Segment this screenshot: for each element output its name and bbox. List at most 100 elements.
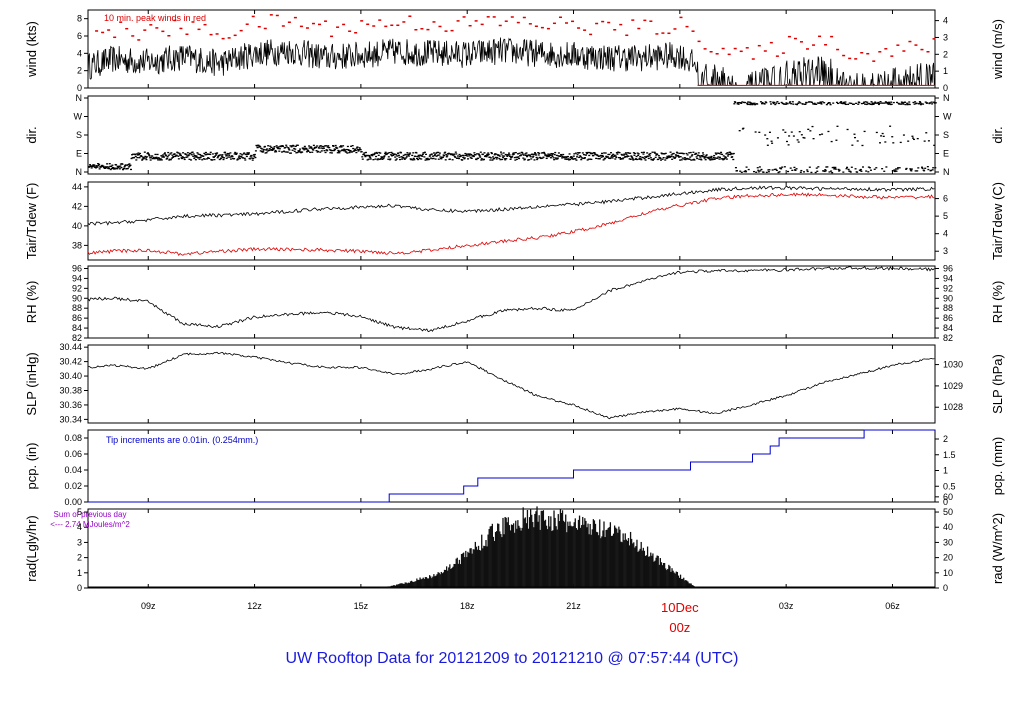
dir-point (426, 157, 429, 160)
dir-point (173, 153, 176, 155)
dir-point (287, 148, 290, 150)
dir-point (771, 142, 774, 144)
dir-point (643, 157, 646, 160)
wind-peak-point (769, 41, 773, 44)
dir-point (907, 140, 910, 142)
dir-point (254, 150, 257, 152)
dir-point (553, 153, 556, 156)
dir-point (617, 151, 620, 153)
dir-point (695, 156, 698, 158)
y-tick-label-left: 30.38 (59, 386, 82, 396)
dir-point (308, 145, 311, 147)
dir-point (788, 135, 791, 137)
dir-point (127, 163, 130, 166)
dir-point (800, 169, 803, 172)
dir-point (397, 152, 400, 154)
wind-peak-point (739, 50, 743, 53)
dir-point (572, 158, 575, 160)
dir-point (461, 154, 464, 157)
dir-point (400, 156, 403, 158)
dir-point (883, 170, 886, 172)
dir-point (190, 159, 193, 161)
dir-point (380, 157, 383, 159)
dir-point (864, 101, 867, 103)
dir-point (384, 152, 387, 155)
y-tick-label-right: 1030 (943, 360, 963, 370)
dir-point (785, 102, 788, 104)
dir-point (496, 154, 499, 156)
dir-point (811, 125, 814, 128)
dir-point (681, 157, 684, 159)
dir-point (849, 170, 852, 173)
dir-point (855, 102, 858, 105)
dir-point (203, 152, 206, 155)
dir-point (193, 154, 196, 157)
dir-point (868, 102, 871, 105)
dir-point (671, 153, 674, 155)
dir-point (110, 165, 113, 168)
dir-point (336, 152, 339, 154)
dir-point (690, 159, 693, 161)
dir-point (738, 130, 741, 132)
wind-peak-point (655, 33, 659, 35)
wind-peak-point (287, 21, 291, 23)
dir-point (194, 159, 197, 161)
dir-point (561, 155, 564, 158)
dir-point (891, 136, 894, 138)
dir-point (797, 102, 800, 104)
dir-point (560, 153, 563, 156)
dir-point (449, 153, 452, 155)
dir-point (700, 155, 703, 157)
dir-point (411, 154, 414, 157)
y-tick-label-right: 84 (943, 323, 953, 333)
wind-peak-point (896, 44, 900, 46)
dir-point (610, 152, 613, 154)
dir-point (872, 103, 875, 105)
dir-point (294, 148, 297, 150)
dir-point (838, 169, 841, 171)
dir-point (678, 156, 681, 158)
dir-point (513, 152, 516, 154)
dir-point (286, 151, 289, 153)
dir-point (490, 152, 493, 155)
dir-point (788, 102, 791, 104)
dir-point (869, 169, 872, 171)
dir-point (648, 155, 651, 157)
dir-point (317, 150, 320, 153)
dir-point (730, 152, 733, 155)
dir-point (489, 157, 492, 159)
y-tick-label-right: 96 (943, 263, 953, 273)
dir-point (470, 153, 473, 156)
dir-point (869, 103, 872, 106)
y-axis-label-left: RH (%) (24, 281, 39, 324)
dir-point (233, 157, 236, 160)
dir-point (393, 153, 396, 155)
dir-point (894, 168, 897, 170)
wind-peak-point (607, 21, 611, 24)
dir-point (444, 159, 447, 161)
dir-point (346, 152, 349, 154)
dir-point (662, 152, 665, 155)
dir-point (416, 155, 419, 158)
dir-point (557, 152, 560, 154)
wind-peak-point (402, 21, 406, 23)
wind-peak-point (185, 33, 189, 36)
y-tick-label-left: 0.06 (64, 449, 82, 459)
dir-point (653, 158, 656, 160)
dir-point (830, 140, 833, 143)
dir-point (812, 103, 815, 105)
dir-point (262, 148, 265, 151)
dir-point (922, 103, 925, 105)
dir-point (751, 103, 754, 106)
panel-frame (87, 429, 936, 503)
dir-point (353, 150, 356, 152)
wind-peak-point (414, 28, 418, 31)
dir-point (437, 151, 440, 154)
dir-point (879, 142, 882, 144)
dir-point (697, 152, 700, 154)
dir-point (211, 153, 214, 155)
wind-peak-point (474, 20, 478, 22)
dir-point (644, 159, 647, 161)
dir-point (320, 147, 323, 149)
dir-point (515, 158, 518, 160)
